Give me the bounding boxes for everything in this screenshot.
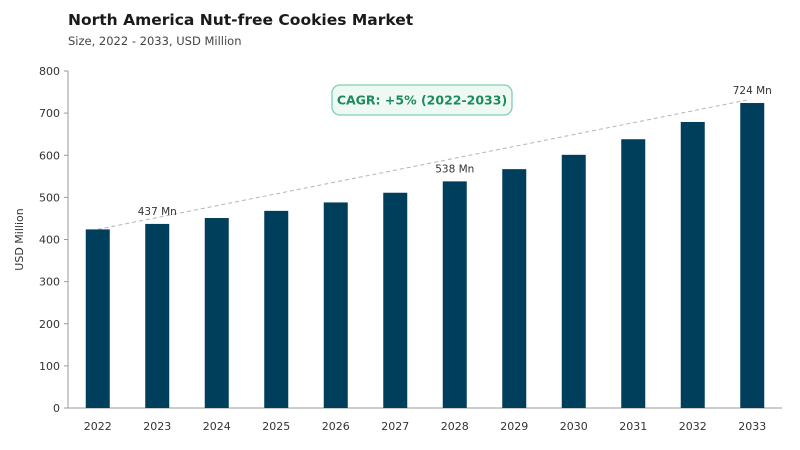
cagr-badge: CAGR: +5% (2022-2033) bbox=[331, 84, 513, 116]
y-axis-title: USD Million bbox=[13, 208, 26, 270]
bar bbox=[621, 139, 646, 408]
bar bbox=[442, 181, 467, 408]
axes: 0 100 200 300 400 500 600 700 800 USD Million 2022… bbox=[13, 65, 782, 433]
data-label: 724 Mn bbox=[733, 85, 772, 97]
bar bbox=[502, 169, 527, 408]
x-tick-label: 2029 bbox=[500, 420, 528, 433]
cagr-label: CAGR: +5% (2022-2033) bbox=[337, 93, 507, 108]
x-tick-label: 2026 bbox=[322, 420, 350, 433]
y-tick-label: 600 bbox=[39, 149, 60, 162]
y-tick-label: 400 bbox=[39, 234, 60, 247]
y-tick-label: 700 bbox=[39, 107, 60, 120]
x-tick-label: 2028 bbox=[441, 420, 469, 433]
y-tick-label: 200 bbox=[39, 318, 60, 331]
chart-title: North America Nut-free Cookies Market bbox=[68, 11, 414, 29]
x-tick-label: 2031 bbox=[619, 420, 647, 433]
trend-line-group bbox=[97, 99, 748, 230]
bar bbox=[264, 210, 289, 408]
x-tick-label: 2024 bbox=[203, 420, 231, 433]
data-label: 437 Mn bbox=[138, 206, 177, 218]
y-tick-label: 0 bbox=[53, 402, 60, 415]
bar bbox=[145, 223, 170, 408]
bar bbox=[561, 154, 586, 408]
bar bbox=[85, 229, 110, 408]
x-tick-label: 2030 bbox=[560, 420, 588, 433]
y-tick-label: 500 bbox=[39, 191, 60, 204]
chart-subtitle: Size, 2022 - 2033, USD Million bbox=[68, 34, 242, 48]
cagr-badge-box bbox=[331, 84, 513, 116]
bar bbox=[204, 218, 229, 408]
x-tick-label: 2023 bbox=[143, 420, 171, 433]
bar bbox=[323, 202, 348, 408]
trend-line bbox=[97, 99, 748, 230]
data-label: 538 Mn bbox=[435, 163, 474, 175]
data-labels: 437 Mn 538 Mn 724 Mn bbox=[138, 85, 772, 218]
x-tick-label: 2033 bbox=[738, 420, 766, 433]
x-tick-label: 2025 bbox=[262, 420, 290, 433]
bar bbox=[680, 121, 705, 408]
x-tick-label: 2022 bbox=[84, 420, 112, 433]
x-tick-label: 2027 bbox=[381, 420, 409, 433]
y-tick-label: 100 bbox=[39, 360, 60, 373]
y-tick-label: 800 bbox=[39, 65, 60, 78]
bar bbox=[740, 103, 765, 408]
x-tick-label: 2032 bbox=[679, 420, 707, 433]
bar bbox=[383, 192, 408, 408]
bars bbox=[85, 103, 765, 408]
y-tick-label: 300 bbox=[39, 276, 60, 289]
